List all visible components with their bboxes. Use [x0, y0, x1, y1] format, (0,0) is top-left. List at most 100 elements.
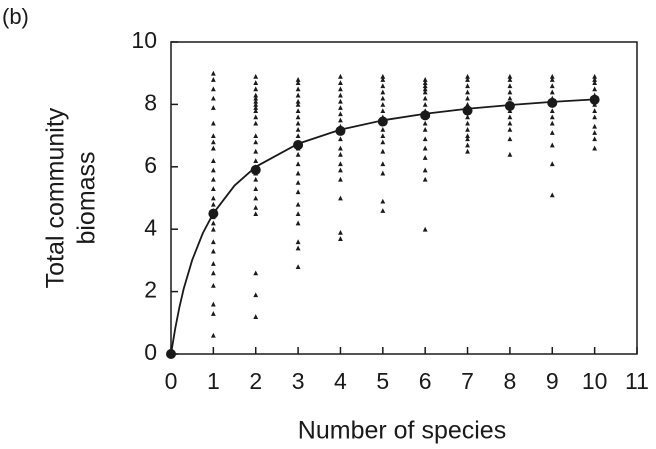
observation-point: [210, 195, 216, 201]
observation-point: [338, 161, 343, 167]
mean-point: [462, 105, 473, 116]
observation-point: [380, 77, 386, 82]
x-tick-label: 2: [249, 368, 262, 394]
observation-point: [465, 126, 470, 132]
observation-point: [295, 102, 301, 107]
observation-point: [465, 142, 470, 148]
y-axis-label: Total community biomass: [42, 107, 101, 288]
observation-point: [338, 80, 343, 85]
mean-point: [589, 94, 600, 105]
observation-point: [592, 145, 598, 151]
observation-point: [210, 176, 216, 182]
observation-point: [507, 120, 513, 126]
y-tick-label: 4: [144, 214, 157, 240]
observation-point: [422, 126, 428, 132]
observation-point: [338, 229, 343, 235]
observation-point: [253, 195, 259, 201]
observation-point: [210, 201, 216, 207]
observation-point: [210, 105, 216, 110]
observation-point: [253, 139, 259, 145]
observation-point: [465, 95, 470, 101]
observation-point: [465, 133, 470, 138]
mean-point: [547, 97, 558, 108]
observation-point: [422, 145, 428, 151]
observation-point: [210, 270, 216, 276]
observation-point: [253, 102, 259, 107]
mean-point: [166, 349, 176, 359]
observation-point: [422, 80, 428, 85]
x-tick-label: 5: [376, 368, 389, 394]
observation-point: [549, 83, 555, 89]
plot-frame: [170, 41, 638, 355]
observation-point: [295, 239, 301, 245]
x-tick-label: 7: [461, 368, 474, 394]
observation-point: [465, 120, 470, 126]
observation-point: [295, 92, 301, 98]
observation-point: [295, 180, 301, 185]
observation-point: [210, 120, 216, 126]
observation-point: [210, 158, 216, 163]
observation-point: [295, 211, 301, 216]
observation-point: [422, 136, 428, 142]
observation-point: [422, 226, 428, 232]
y-tick-label: 6: [144, 152, 157, 178]
observation-point: [253, 211, 259, 216]
observation-point: [210, 220, 216, 226]
observation-point: [210, 282, 216, 288]
observation-point: [210, 311, 216, 316]
observation-point: [592, 108, 598, 114]
observation-point: [253, 204, 259, 210]
observation-point: [380, 170, 386, 176]
observation-point: [380, 139, 386, 145]
observation-point: [210, 301, 216, 307]
observation-point: [465, 114, 470, 120]
observation-point: [338, 145, 343, 151]
observation-point: [210, 239, 216, 245]
observation-point: [507, 83, 513, 89]
x-tick-label: 6: [419, 368, 432, 394]
observation-point: [380, 73, 386, 79]
observation-point: [380, 102, 386, 107]
observation-point: [380, 95, 386, 101]
observation-point: [295, 86, 301, 92]
observation-point: [210, 133, 216, 138]
mean-point: [420, 110, 431, 121]
observation-point: [380, 126, 386, 132]
observation-point: [253, 95, 259, 101]
observation-point: [338, 136, 343, 142]
observation-point: [592, 123, 598, 129]
observation-point: [253, 86, 259, 92]
observation-point: [507, 151, 513, 157]
observation-point: [210, 261, 216, 266]
observation-point: [380, 83, 386, 89]
x-axis-label: Number of species: [298, 417, 506, 445]
observation-point: [380, 108, 386, 114]
observation-point: [295, 133, 301, 138]
observation-point: [592, 136, 598, 142]
observation-point: [295, 77, 301, 82]
x-tick-label: 9: [546, 368, 559, 394]
observation-point: [465, 89, 470, 95]
observation-point: [253, 92, 259, 98]
observation-point: [295, 220, 301, 226]
observation-point: [422, 83, 428, 89]
x-tick-label: 1: [207, 368, 220, 394]
observation-point: [253, 292, 259, 298]
observation-point: [295, 120, 301, 126]
observation-point: [253, 120, 259, 126]
observation-point: [549, 89, 555, 95]
observation-point: [253, 98, 259, 104]
observation-point: [210, 77, 216, 82]
observation-point: [210, 95, 216, 101]
observation-point: [253, 108, 259, 114]
observation-point: [295, 151, 301, 157]
observation-point: [295, 170, 301, 176]
observation-point: [549, 114, 555, 120]
observation-point: [338, 195, 343, 201]
observation-point: [507, 114, 513, 120]
observation-point: [338, 167, 343, 173]
observation-point: [210, 139, 216, 145]
observation-point: [507, 73, 513, 79]
observation-point: [295, 108, 301, 114]
observation-point: [338, 73, 343, 79]
